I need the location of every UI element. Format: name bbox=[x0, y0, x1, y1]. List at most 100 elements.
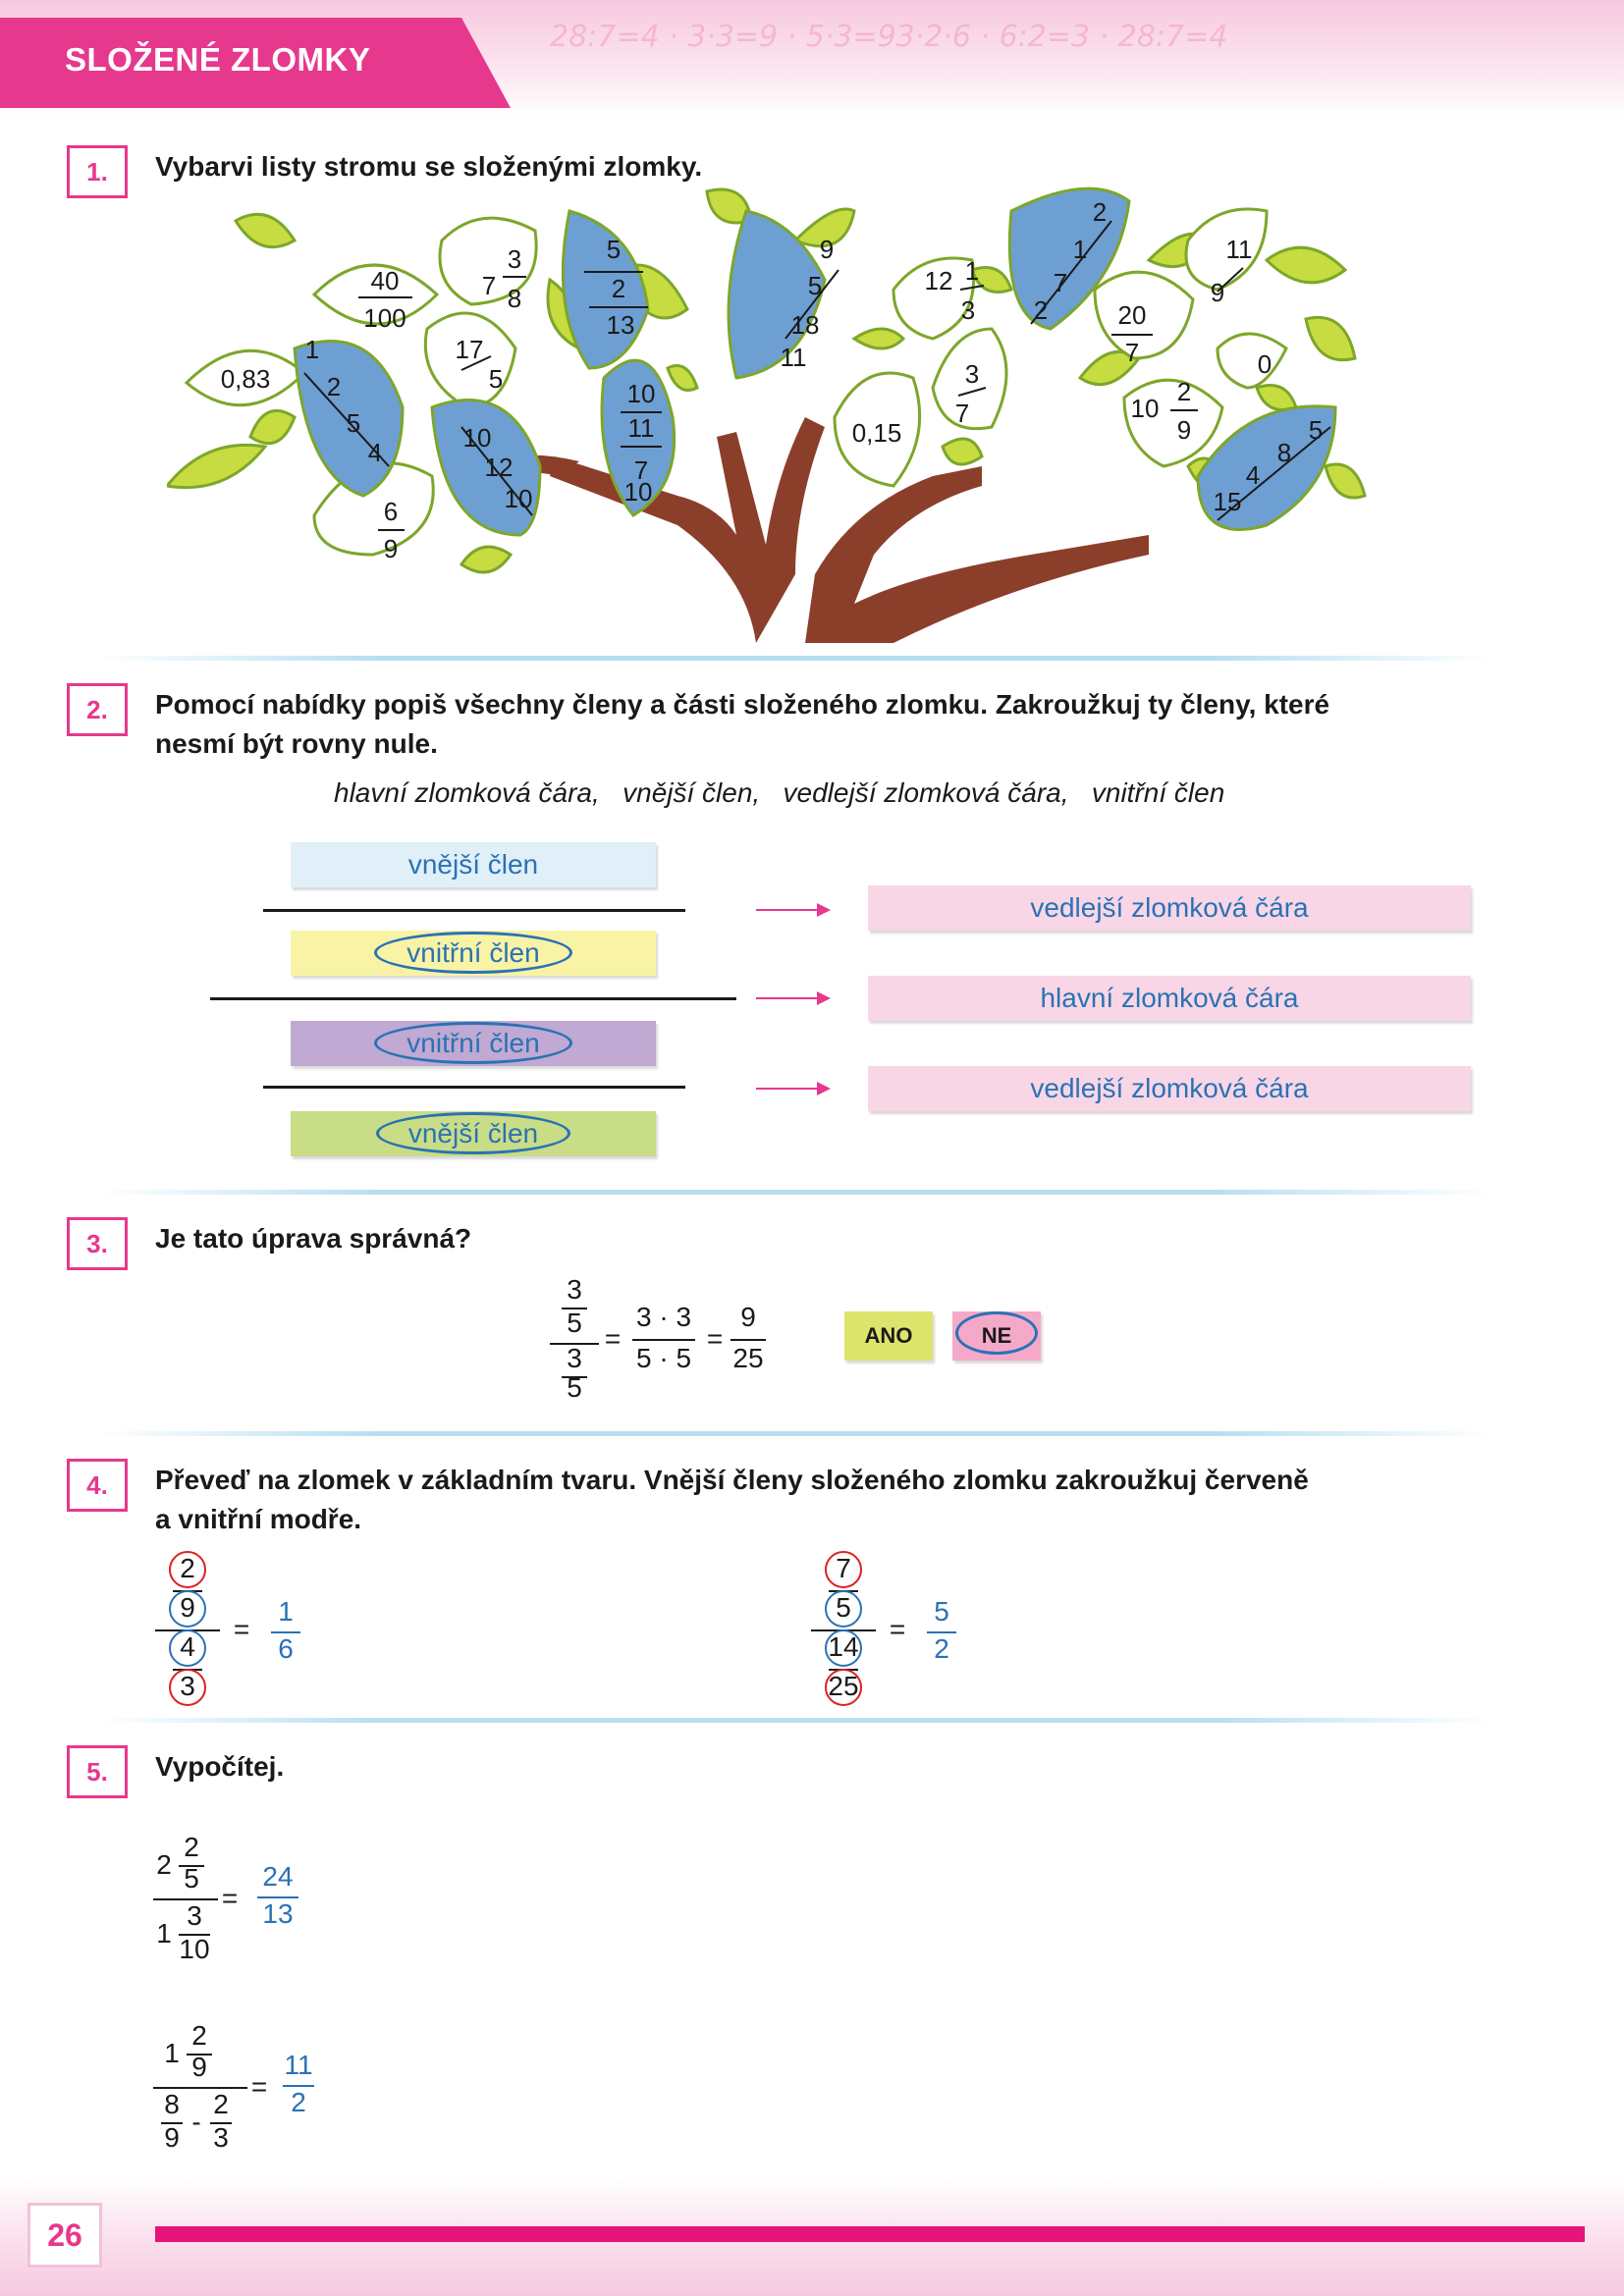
leaf-label: 11 bbox=[1226, 235, 1253, 264]
answer-denominator: 13 bbox=[262, 1898, 294, 1929]
term: 2 bbox=[184, 1832, 199, 1862]
exercise-4-problem-2: 7 5 14 25 = 5 2 bbox=[803, 1549, 980, 1706]
leaf-label: 5 bbox=[489, 364, 503, 394]
fraction-bar-main bbox=[550, 1343, 599, 1345]
label-text: hlavní zlomková čára bbox=[1040, 983, 1299, 1013]
leaf-label: 7 bbox=[1125, 338, 1139, 367]
leaf-label: 1 bbox=[305, 335, 319, 364]
exercise-2-text: Pomocí nabídky popiš všechny členy a čás… bbox=[155, 685, 1471, 764]
exercise-2-number: 2. bbox=[67, 683, 128, 736]
exercise-4-text: Převeď na zlomek v základním tvaru. Vněj… bbox=[155, 1461, 1471, 1539]
exercise-5-text: Vypočítej. bbox=[155, 1751, 285, 1782]
term: 3 bbox=[213, 2122, 229, 2153]
fraction-bar bbox=[562, 1308, 587, 1309]
exercise-3-text: Je tato úprava správná? bbox=[155, 1223, 472, 1254]
leaf-label: 10 bbox=[624, 477, 653, 507]
separator bbox=[98, 1431, 1492, 1436]
leaf-label: 3 bbox=[965, 359, 979, 389]
term: 25 bbox=[732, 1343, 764, 1373]
label-inner-top: vnitřní člen bbox=[291, 931, 656, 976]
blue-leaves bbox=[293, 187, 1337, 537]
leaf-label: 8 bbox=[1277, 438, 1291, 467]
exercise-5-number: 5. bbox=[67, 1745, 128, 1798]
term: 3 bbox=[180, 1671, 195, 1701]
label-secondary-line-top: vedlejší zlomková čára bbox=[868, 885, 1471, 931]
circle-outer bbox=[825, 1551, 862, 1588]
term: 5 bbox=[836, 1592, 851, 1623]
exercise-4-text-line1: Převeď na zlomek v základním tvaru. Vněj… bbox=[155, 1465, 1309, 1495]
fraction-bar bbox=[257, 1896, 298, 1898]
circle-inner bbox=[825, 1590, 862, 1628]
answer-numerator: 24 bbox=[262, 1861, 294, 1892]
label-inner-bottom: vnitřní člen bbox=[291, 1021, 656, 1066]
leaf-label: 11 bbox=[628, 413, 655, 443]
exercise-3-number: 3. bbox=[67, 1217, 128, 1270]
fraction-bar-main bbox=[153, 2087, 247, 2089]
term: 5 bbox=[567, 1372, 582, 1403]
fraction-bar bbox=[179, 1934, 210, 1936]
exercise-3-equation: 3 5 3 5 = 3 · 3 5 · 5 = 9 25 bbox=[540, 1266, 776, 1404]
answer-numerator: 5 bbox=[934, 1596, 949, 1627]
term: 14 bbox=[828, 1631, 859, 1662]
fraction-line-secondary-top bbox=[263, 909, 685, 912]
term: 9 bbox=[164, 2122, 180, 2153]
circle-inner bbox=[169, 1629, 206, 1667]
fraction-bar bbox=[562, 1376, 587, 1378]
term: 5 · 5 bbox=[635, 1343, 692, 1373]
answer-numerator: 1 bbox=[278, 1596, 294, 1627]
fraction-bar bbox=[179, 1865, 204, 1867]
leaf-label: 0,15 bbox=[852, 418, 902, 448]
fraction-line-secondary-bottom bbox=[263, 1086, 685, 1089]
leaf-label: 7 bbox=[634, 455, 648, 485]
equals: = bbox=[889, 1614, 906, 1644]
circle-outer bbox=[169, 1669, 206, 1706]
term: 5 bbox=[567, 1308, 582, 1338]
exercise-4-text-line2: a vnitřní modře. bbox=[155, 1504, 362, 1534]
leaf-label: 13 bbox=[607, 310, 635, 340]
arrow-icon bbox=[756, 991, 831, 1005]
fraction-line-main bbox=[210, 997, 736, 1000]
term: 9 bbox=[180, 1592, 195, 1623]
equals: = bbox=[233, 1614, 250, 1644]
answer-denominator: 6 bbox=[278, 1633, 294, 1664]
title-banner bbox=[0, 18, 511, 108]
label-outer-bottom: vnější člen bbox=[291, 1111, 656, 1156]
leaf-label: 17 bbox=[456, 335, 484, 364]
leaf-label: 3 bbox=[961, 295, 975, 325]
answer-no[interactable]: NE bbox=[952, 1311, 1041, 1361]
exercise-4-problem-1: 2 9 4 3 = 1 6 bbox=[147, 1549, 324, 1706]
answer-denominator: 2 bbox=[934, 1633, 949, 1664]
footer-bar bbox=[155, 2226, 1585, 2242]
leaf-label: 20 bbox=[1118, 300, 1147, 330]
arrow-icon bbox=[756, 903, 831, 917]
leaf-label: 11 bbox=[781, 343, 807, 372]
exercise-4-number: 4. bbox=[67, 1459, 128, 1512]
equals: = bbox=[706, 1323, 724, 1354]
term: 8 bbox=[164, 2089, 180, 2119]
page-title: SLOŽENÉ ZLOMKY bbox=[65, 41, 371, 78]
leaf-labels: 0,83 40 100 7 3 8 17 5 6 9 10 11 7 0,15 … bbox=[221, 197, 1331, 563]
leaf-label: 9 bbox=[820, 235, 834, 264]
leaf-label: 2 bbox=[327, 372, 341, 401]
term: 2 bbox=[180, 1553, 195, 1583]
exercise-2-text-line1: Pomocí nabídky popiš všechny členy a čás… bbox=[155, 689, 1330, 720]
equals: = bbox=[604, 1323, 622, 1354]
term: 3 bbox=[187, 1900, 202, 1931]
arrow-icon bbox=[756, 1082, 831, 1095]
leaf-label: 12 bbox=[485, 453, 514, 482]
leaf-label: 5 bbox=[607, 235, 621, 264]
answer-yes[interactable]: ANO bbox=[844, 1311, 933, 1361]
label-text: vedlejší zlomková čára bbox=[1030, 892, 1309, 923]
term: 9 bbox=[740, 1302, 756, 1332]
term: 7 bbox=[836, 1553, 851, 1583]
tree-trunk bbox=[471, 417, 1149, 643]
exercise-5-problem-2: 1 2 9 8 9 - 2 3 = 11 2 bbox=[147, 2016, 363, 2163]
leaf-label: 10 bbox=[1131, 394, 1160, 423]
whole: 1 bbox=[156, 1918, 172, 1949]
label-text: vedlejší zlomková čára bbox=[1030, 1073, 1309, 1103]
leaf-label: 10 bbox=[627, 379, 656, 408]
white-leaves bbox=[184, 207, 1288, 557]
circled-label: vnitřní člen bbox=[374, 1022, 572, 1064]
term: 4 bbox=[180, 1631, 195, 1662]
label-main-line: hlavní zlomková čára bbox=[868, 976, 1471, 1021]
